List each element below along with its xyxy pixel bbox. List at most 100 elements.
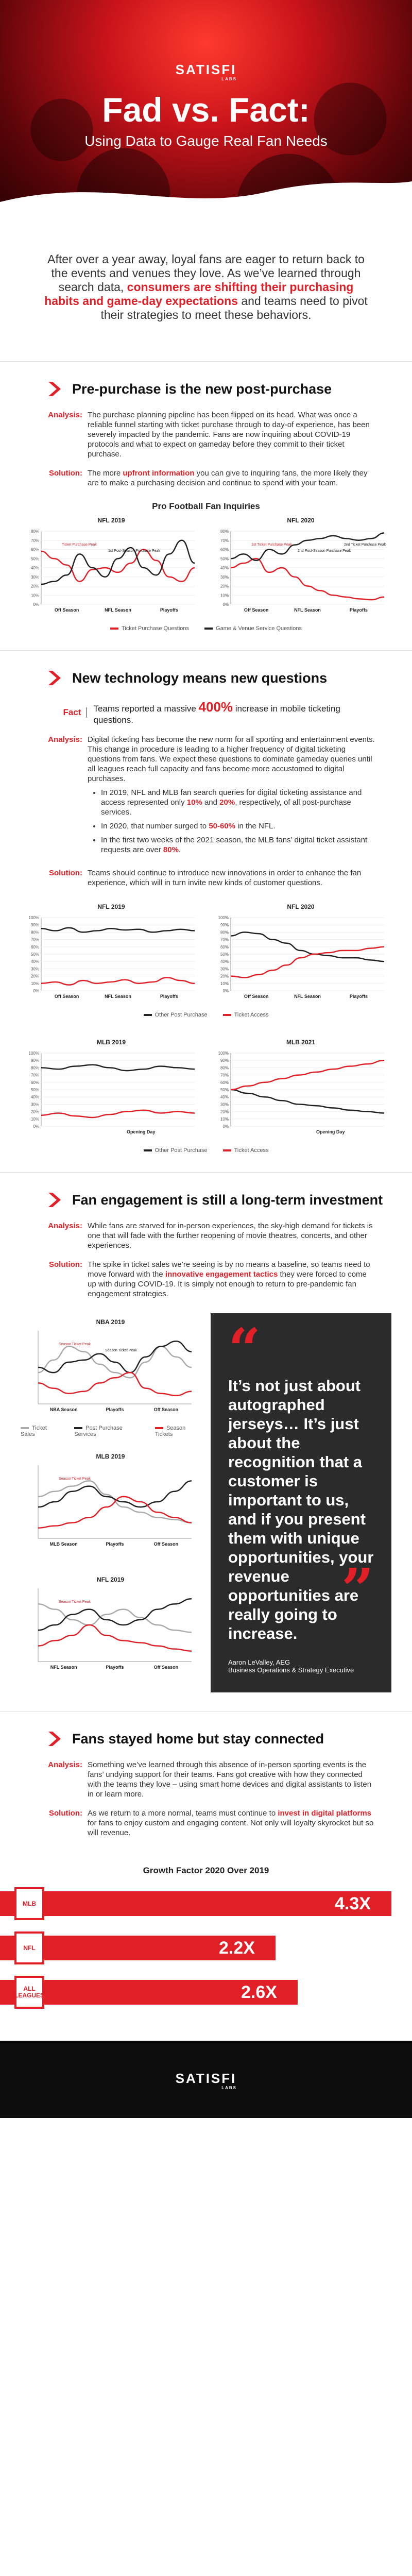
hero-banner: SATISFI LABS Fad vs. Fact: Using Data to…: [0, 0, 412, 216]
line-chart: MLB Season Playoffs Off Season Season Ticke…: [38, 1465, 192, 1547]
y-tick-label: 40%: [31, 959, 39, 964]
hero-title: Fad vs. Fact:: [102, 91, 310, 129]
annotation-label: Season Ticket Peak: [59, 1477, 91, 1481]
x-tick-label: Off Season: [55, 607, 79, 613]
y-tick-label: 60%: [31, 548, 39, 552]
analysis-block: Analysis: Digital ticketing has become t…: [0, 735, 412, 859]
y-tick-label: 0%: [222, 989, 229, 993]
list-item: In the first two weeks of the 2021 seaso…: [101, 835, 376, 855]
x-tick-label: NFL Season: [105, 994, 131, 999]
annotation-label: Season Ticket Peak: [59, 1343, 91, 1346]
y-tick-label: 100%: [218, 1051, 229, 1056]
logo-text: SATISFI: [175, 2071, 237, 2086]
y-tick-label: 20%: [31, 584, 39, 589]
x-tick-label: Playoffs: [106, 1665, 124, 1670]
series-line: [41, 927, 195, 933]
y-tick-label: 10%: [31, 593, 39, 598]
chart-title: Growth Factor 2020 Over 2019: [143, 1866, 269, 1875]
y-tick-label: 0%: [33, 602, 39, 607]
y-tick-label: 10%: [220, 1117, 229, 1122]
series-line: [230, 532, 385, 562]
y-tick-label: 80%: [220, 1065, 229, 1070]
chart-legend: Other Post Purchase Ticket Access: [0, 1147, 412, 1154]
y-tick-label: 60%: [31, 945, 39, 950]
y-tick-label: 50%: [220, 1088, 229, 1092]
x-tick-label: Off Season: [154, 1665, 179, 1670]
series-line: [41, 549, 195, 582]
quote-author: Aaron LeValley, AEG Business Operations &…: [228, 1658, 354, 1674]
bar: [0, 1980, 298, 2005]
x-tick-label: NFL Season: [294, 994, 321, 999]
analysis-block: Analysis: Something we’ve learned through…: [48, 1760, 372, 1799]
chart-subtitle: MLB 2019: [96, 1039, 126, 1046]
series-line: [38, 1480, 192, 1523]
x-tick-label: Off Season: [244, 994, 269, 999]
y-tick-label: 50%: [31, 952, 39, 957]
x-tick-label: Playoffs: [106, 1407, 124, 1412]
quote-open-icon: “: [228, 1316, 261, 1382]
y-tick-label: 10%: [31, 981, 39, 986]
x-tick-label: Playoffs: [350, 994, 368, 999]
series-line: [230, 931, 385, 962]
y-tick-label: 20%: [220, 584, 229, 589]
footer: SATISFI LABS: [0, 2041, 412, 2118]
solution-block: Solution: The more upfront information y…: [49, 469, 368, 487]
y-tick-label: 20%: [31, 974, 39, 979]
analysis-block: Analysis: The purchase planning pipeline …: [48, 411, 370, 459]
chart-subtitle: MLB 2021: [286, 1039, 316, 1046]
engagement-row: NBA 2019 NBA Season Playoffs Off Season Sea…: [0, 1308, 412, 1692]
x-tick-label: Playoffs: [106, 1541, 124, 1547]
x-tick-label: Off Season: [244, 607, 269, 613]
engagement-charts: NBA 2019 NBA Season Playoffs Off Season Sea…: [21, 1313, 200, 1692]
y-tick-label: 60%: [220, 945, 229, 950]
y-tick-label: 60%: [220, 1080, 229, 1085]
series-line: [41, 1064, 195, 1072]
chart-legend: Ticket Sales Post Purchase Services Seas…: [21, 1425, 200, 1437]
section-title-connected: Fans stayed home but stay connected: [0, 1730, 412, 1748]
y-tick-label: 90%: [31, 1058, 39, 1063]
x-tick-label: Off Season: [154, 1541, 179, 1547]
brand-logo: SATISFI LABS: [0, 62, 412, 81]
series-line: [38, 1480, 192, 1508]
y-tick-label: 90%: [31, 923, 39, 927]
y-tick-label: 70%: [31, 1073, 39, 1078]
chart-subtitle: NFL 2019: [97, 517, 125, 524]
legend-item: Ticket Purchase Questions: [110, 625, 189, 632]
series-line: [41, 539, 195, 585]
bar-row: ALL LEAGUES 2.6X: [0, 1976, 412, 2009]
y-tick-label: 50%: [220, 952, 229, 957]
series-line: [230, 1059, 385, 1091]
league-badge: NFL: [14, 1931, 44, 1964]
league-badge: ALL LEAGUES: [14, 1976, 44, 2009]
infographic: SATISFI LABS Fad vs. Fact: Using Data to…: [0, 0, 412, 2118]
hero-wave: [0, 181, 412, 216]
chart-title: Pro Football Fan Inquiries: [152, 501, 260, 511]
quote-text: It’s not just about autographed jerseys……: [228, 1377, 374, 1642]
y-tick-label: 90%: [220, 923, 229, 927]
solution-block: Solution: Teams should continue to introd…: [49, 869, 362, 887]
x-tick-label: Opening Day: [316, 1129, 345, 1134]
x-tick-label: Playoffs: [160, 994, 178, 999]
y-tick-label: 10%: [220, 593, 229, 598]
y-tick-label: 40%: [31, 1095, 39, 1099]
legend-item: Ticket Sales: [21, 1425, 47, 1437]
series-line: [38, 1341, 192, 1374]
solution-block: Solution: The spike in ticket sales we’r…: [49, 1260, 370, 1298]
logo-sub: LABS: [221, 2086, 237, 2090]
annotation-label: 2nd Post-Season Purchase Peak: [298, 549, 351, 553]
brand-logo: SATISFI LABS: [0, 2071, 412, 2090]
chevron-right-icon: [48, 382, 61, 396]
legend-item: Ticket Access: [222, 1147, 268, 1154]
divider: [0, 361, 412, 362]
section-title-technology: New technology means new questions: [0, 669, 412, 687]
bar-value-label: 2.6X: [241, 1982, 277, 2002]
y-tick-label: 30%: [31, 575, 39, 580]
y-tick-label: 20%: [220, 1110, 229, 1114]
y-tick-label: 60%: [31, 1080, 39, 1085]
line-chart: 0% 10% 20% 30% 40% 50% 60% 70% 80% 90% 100% Off Sea…: [29, 916, 195, 999]
legend-item: Season Tickets: [154, 1425, 186, 1437]
y-tick-label: 30%: [31, 967, 39, 971]
x-tick-label: NBA Season: [50, 1407, 78, 1412]
y-tick-label: 60%: [220, 548, 229, 552]
y-tick-label: 40%: [220, 959, 229, 964]
